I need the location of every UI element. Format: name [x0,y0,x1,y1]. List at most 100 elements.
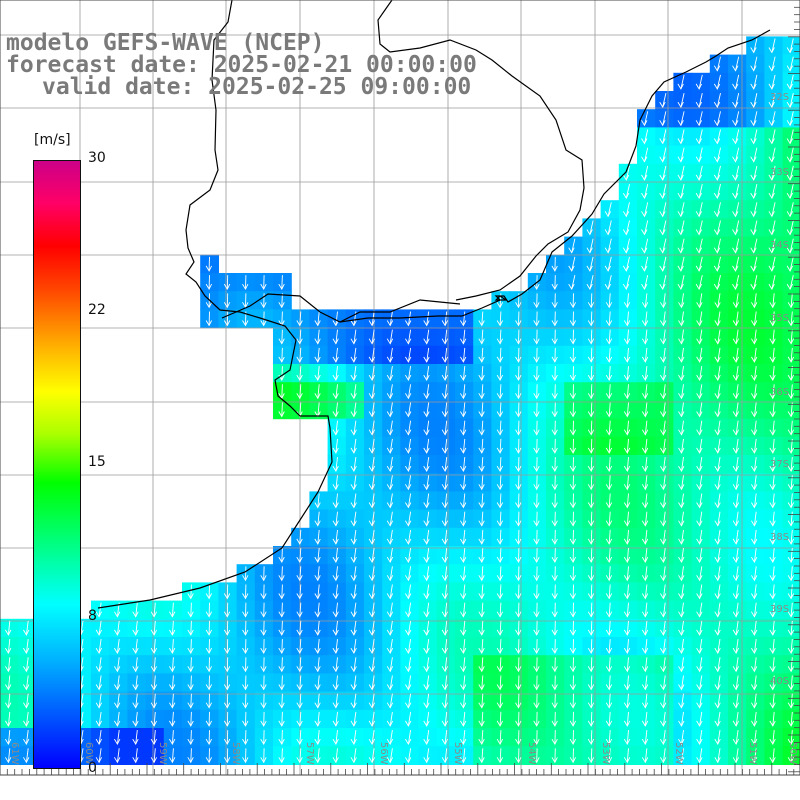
wind-arrow [407,511,412,526]
wind-arrowhead [714,611,721,618]
wind-arrowhead [641,666,649,673]
wind-arrowhead [496,611,504,618]
wind-arrowhead [132,684,139,691]
wind-arrow [735,730,739,745]
wind-arrow [790,548,793,563]
wind-arrow [607,256,612,272]
wind-arrow [662,274,667,290]
wind-arrow [735,293,739,308]
wind-arrowhead [132,629,139,636]
wind-arrow [790,457,793,472]
wind-arrow [407,384,412,399]
wind-arrow [680,220,685,235]
wind-arrowhead [569,684,577,691]
wind-arrow [625,165,630,181]
wind-arrowhead [605,393,613,400]
wind-arrowhead [678,647,685,655]
wind-arrow [426,657,430,672]
wind-arrowhead [660,429,667,436]
wind-arrow [353,493,357,508]
wind-arrow [407,420,412,435]
wind-arrow [407,529,412,544]
wind-arrow [772,384,775,399]
wind-arrowhead [478,374,485,382]
wind-arrowhead [260,302,267,309]
wind-arrow [735,111,740,126]
wind-arrowhead [368,702,376,709]
wind-arrow [371,366,375,381]
wind-arrowhead [587,575,595,582]
wind-arrowhead [368,393,376,400]
wind-arrowhead [533,484,540,491]
wind-arrow [681,293,684,308]
latitude-label: 40S [770,676,789,687]
wind-arrow [281,384,283,399]
wind-arrow [444,748,448,763]
wind-arrowhead [732,247,739,254]
wind-arrowhead [332,429,339,436]
wind-arrow [135,602,138,617]
wind-arrow [699,602,703,617]
wind-arrowhead [405,447,412,454]
wind-arrow [426,730,430,745]
wind-arrowhead [751,720,758,727]
wind-arrow [608,511,611,526]
wind-arrowhead [660,629,667,636]
wind-arrow [717,475,721,490]
wind-arrow [25,711,29,726]
wind-arrow [353,511,357,526]
wind-arrow [444,548,448,563]
wind-arrowhead [714,320,721,327]
wind-arrowhead [496,320,504,327]
wind-arrow [353,548,357,563]
wind-arrow [98,639,102,654]
wind-arrow [499,366,502,381]
wind-arrowhead [223,757,231,764]
wind-arrow [299,347,302,362]
wind-arrow [371,548,375,563]
wind-arrowhead [787,629,795,636]
wind-arrowhead [659,229,666,236]
wind-arrow [717,548,721,563]
wind-arrowhead [641,484,649,491]
wind-arrow [753,730,757,745]
wind-arrow [681,639,684,654]
wind-arrowhead [641,757,649,764]
wind-arrowhead [278,611,285,618]
wind-arrow [281,675,283,690]
wind-arrow [608,566,611,581]
wind-arrow [335,602,338,617]
wind-arrowhead [460,465,467,473]
wind-arrow [772,475,775,490]
colorbar-unit: [m/s] [34,132,71,148]
wind-arrowhead [423,757,430,764]
wind-arrow [716,111,721,126]
wind-arrowhead [659,101,666,109]
wind-arrow [772,457,775,472]
wind-arrowhead [332,666,339,673]
wind-arrow [681,329,684,344]
wind-arrow [407,347,412,362]
wind-arrow [299,711,302,726]
wind-arrow [481,438,484,453]
wind-arrowhead [368,647,376,655]
wind-arrowhead [515,757,522,764]
wind-arrowhead [368,720,376,727]
wind-arrow [462,475,466,490]
wind-arrowhead [478,465,485,473]
wind-arrowhead [732,465,740,473]
wind-arrow [608,602,611,617]
wind-arrowhead [496,356,504,363]
wind-arrow [644,366,648,381]
wind-arrow [662,220,667,235]
wind-arrowhead [350,393,357,400]
wind-arrowhead [714,520,721,527]
wind-arrowhead [786,83,794,90]
wind-arrowhead [769,684,776,691]
wind-arrow [389,511,393,526]
wind-arrow [626,366,629,381]
wind-arrowhead [751,738,758,746]
wind-arrow [626,602,629,617]
wind-arrowhead [786,192,794,200]
wind-arrow [735,238,740,253]
